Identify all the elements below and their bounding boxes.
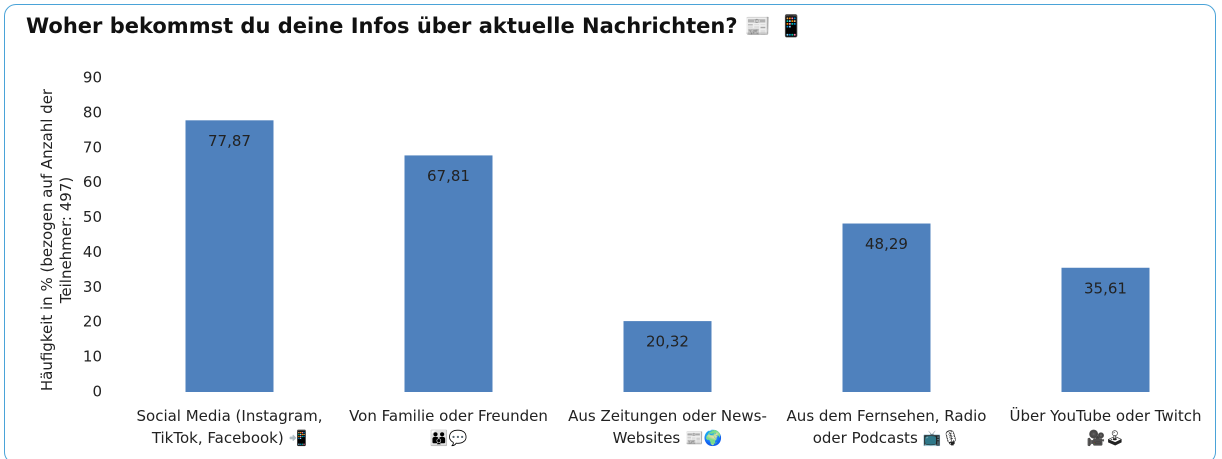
bar bbox=[623, 321, 712, 392]
chart-title: Woher bekommst du deine Infos über aktue… bbox=[26, 14, 805, 38]
bar bbox=[842, 223, 931, 392]
x-tick-label: Aus Zeitungen oder News-Websites 📰🌍 bbox=[568, 407, 767, 447]
value-label: 77,87 bbox=[208, 132, 251, 150]
value-label: 67,81 bbox=[427, 167, 470, 185]
y-tick-label: 30 bbox=[83, 278, 102, 296]
bar bbox=[404, 155, 493, 392]
bar bbox=[185, 120, 274, 392]
y-tick-label: 0 bbox=[92, 383, 102, 401]
y-tick-label: 90 bbox=[83, 69, 102, 87]
y-tick-label: 60 bbox=[83, 173, 102, 191]
y-tick-label: 70 bbox=[83, 138, 102, 156]
value-label: 35,61 bbox=[1084, 279, 1127, 297]
x-tick-label: Von Familie oder Freunden 👪💬 bbox=[349, 407, 548, 447]
value-label: 20,32 bbox=[646, 333, 689, 351]
y-tick-label: 40 bbox=[83, 243, 102, 261]
value-label: 48,29 bbox=[865, 235, 908, 253]
bar bbox=[1061, 267, 1150, 392]
x-tick-label: Über YouTube oder Twitch 🎥🕹 bbox=[1009, 407, 1202, 447]
x-tick-label: Aus dem Fernsehen, Radio oder Podcasts 📺… bbox=[786, 407, 987, 447]
y-tick-label: 10 bbox=[83, 348, 102, 366]
y-tick-label: 50 bbox=[83, 208, 102, 226]
x-tick-label: Social Media (Instagram, TikTok, Faceboo… bbox=[136, 407, 323, 447]
y-tick-label: 20 bbox=[83, 313, 102, 331]
chart-frame bbox=[4, 4, 1216, 459]
y-tick-label: 80 bbox=[83, 103, 102, 121]
